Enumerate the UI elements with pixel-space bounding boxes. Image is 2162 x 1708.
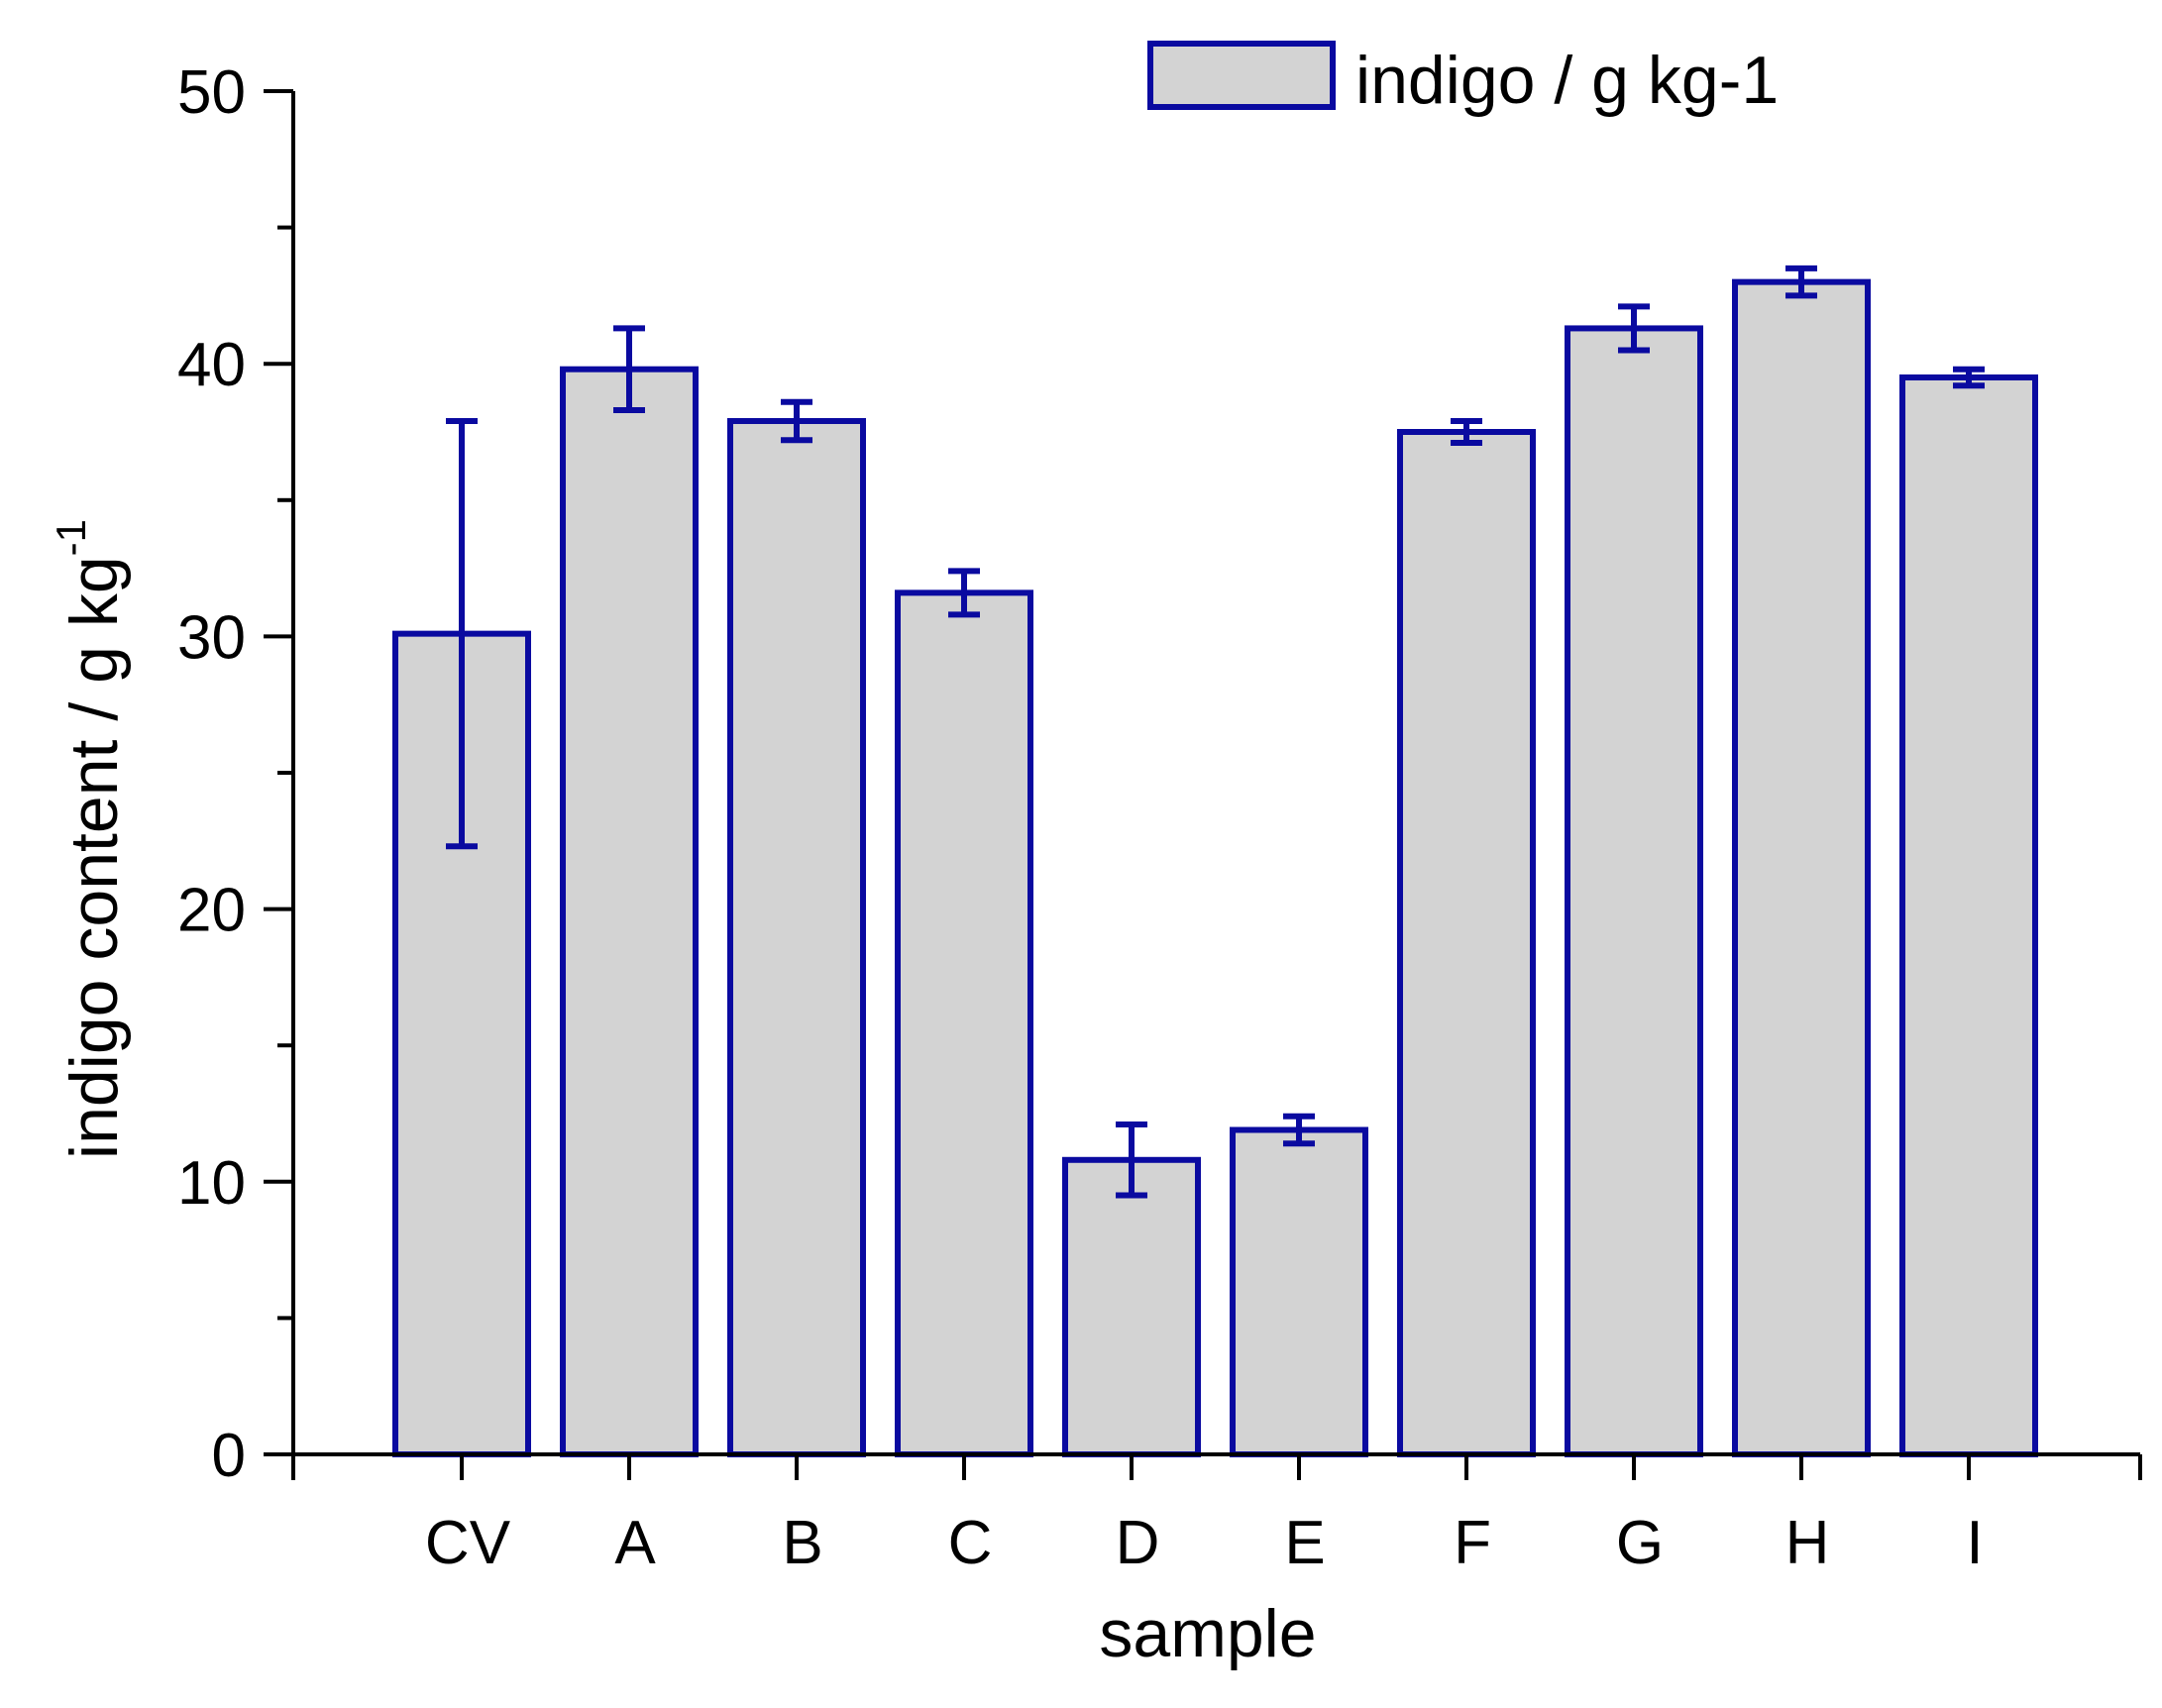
y-tick-label: 20: [177, 877, 246, 945]
error-bars-layer: [446, 265, 1985, 1199]
y-tick-label: 10: [177, 1149, 246, 1218]
axes: [264, 89, 2142, 1480]
error-bar-e: [1283, 1113, 1315, 1147]
error-bar-cv: [446, 417, 478, 850]
bar-g: [1565, 325, 1703, 1458]
x-tick-label-e: E: [1284, 1509, 1325, 1577]
error-bar-f: [1451, 417, 1482, 447]
legend-swatch: [1147, 41, 1336, 110]
error-bar-a: [613, 325, 645, 413]
x-tick-label-i: I: [1966, 1509, 1983, 1577]
bar-i: [1899, 374, 2038, 1458]
y-axis-title-superscript: -1: [48, 519, 94, 556]
tick-labels: CV A B C D E F G H I 0 10 20 30 40 50: [177, 58, 1984, 1577]
bar-e: [1230, 1126, 1368, 1457]
x-tick-label-d: D: [1116, 1509, 1160, 1577]
bar-b: [727, 417, 866, 1458]
error-bar-c: [948, 568, 980, 618]
x-axis-title: sample: [1099, 1596, 1316, 1671]
error-bar-g: [1618, 303, 1650, 354]
error-bar-i: [1953, 366, 1985, 389]
error-bar-b: [781, 398, 812, 444]
bar-a: [560, 366, 699, 1458]
y-axis-title-main: indigo content / g kg: [56, 556, 132, 1159]
bar-c: [895, 589, 1033, 1457]
y-tick-label: 30: [177, 603, 246, 672]
y-tick-label: 40: [177, 331, 246, 399]
legend-label: indigo / g kg-1: [1355, 43, 1779, 118]
x-tick-label-h: H: [1785, 1509, 1830, 1577]
bars-layer: [392, 278, 2038, 1458]
x-tick-label-a: A: [614, 1509, 656, 1577]
x-tick-label-g: G: [1616, 1509, 1664, 1577]
bar-h: [1732, 278, 1871, 1457]
bar-d: [1062, 1156, 1201, 1458]
error-bar-d: [1116, 1121, 1147, 1199]
x-tick-label-c: C: [948, 1509, 993, 1577]
error-bar-h: [1785, 265, 1817, 299]
y-tick-label: 50: [177, 58, 246, 127]
legend: indigo / g kg-1: [1147, 41, 1779, 118]
x-tick-label-b: B: [782, 1509, 822, 1577]
y-tick-label: 0: [212, 1422, 246, 1490]
y-axis-title: indigo content / g kg-1: [48, 519, 132, 1159]
bar-f: [1397, 429, 1536, 1457]
x-tick-label-f: F: [1454, 1509, 1491, 1577]
x-tick-label-cv: CV: [425, 1509, 511, 1577]
